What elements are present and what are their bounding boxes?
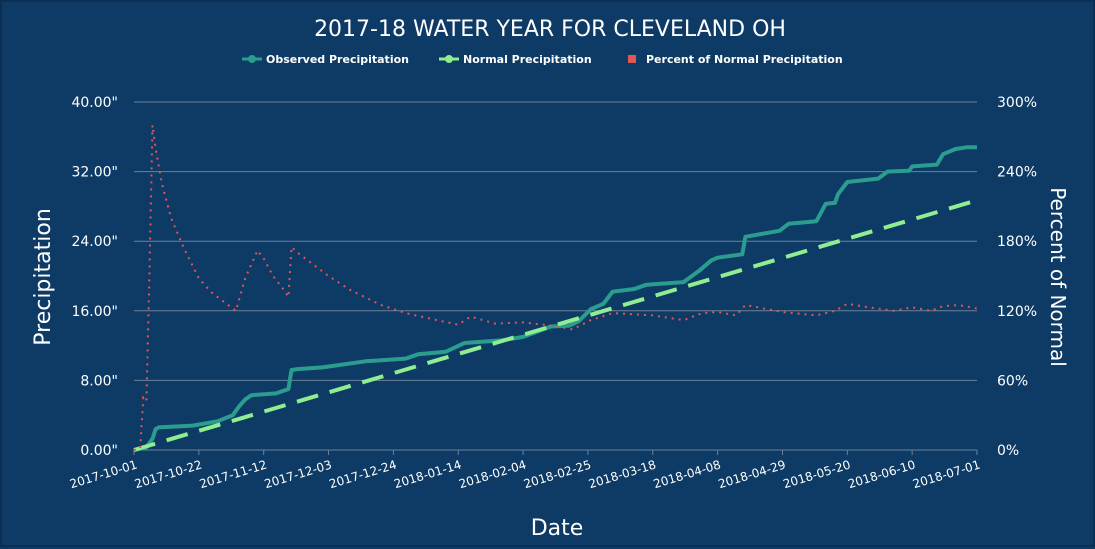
y-tick-label: 0.00" [80, 443, 118, 459]
y-tick-label: 8.00" [80, 373, 118, 389]
legend-label: Observed Precipitation [266, 53, 409, 66]
y-tick-label: 24.00" [71, 234, 118, 250]
x-tick-label: 2017-11-12 [198, 457, 269, 491]
y-tick-label: 32.00" [71, 165, 118, 181]
percent-of-normal-line [133, 125, 978, 451]
y2-tick-label: 0% [997, 443, 1019, 459]
y2-tick-label: 240% [997, 165, 1037, 181]
x-tick-label: 2018-02-25 [522, 457, 593, 491]
x-tick-label: 2017-10-01 [68, 457, 139, 491]
y2-tick-label: 300% [997, 95, 1037, 111]
chart-title: 2017-18 WATER YEAR FOR CLEVELAND OH [314, 17, 786, 42]
legend-label: Normal Precipitation [463, 53, 592, 66]
x-tick-label: 2018-06-10 [846, 457, 917, 491]
observed-precipitation-line [133, 145, 977, 452]
series-layer [133, 125, 978, 452]
percent-legend-icon [628, 55, 636, 63]
x-tick-label: 2018-04-29 [717, 457, 788, 491]
grid-layer [133, 101, 978, 455]
y-tick-label: 40.00" [71, 95, 118, 111]
normal-precipitation-line [133, 198, 978, 452]
x-tick-label: 2017-12-03 [263, 457, 334, 491]
x-tick-label: 2018-02-04 [457, 457, 528, 491]
x-tick-label: 2018-07-01 [911, 457, 982, 491]
x-tick-label: 2018-04-08 [652, 457, 723, 491]
y2-axis-label: Percent of Normal [1046, 187, 1070, 367]
x-tick-label: 2018-01-14 [392, 457, 463, 491]
y2-tick-label: 60% [997, 373, 1028, 389]
y2-tick-label: 180% [997, 234, 1037, 250]
x-axis-label: Date [531, 516, 584, 541]
observed-legend-icon-dot [248, 55, 256, 63]
y2-tick-label: 120% [997, 304, 1037, 320]
y-axis-label: Precipitation [31, 208, 56, 346]
x-tick-label: 2018-05-20 [781, 457, 852, 491]
x-tick-label: 2017-10-22 [133, 457, 204, 491]
axis-layer: 0.00" 0% 8.00" 60% 16.00" 120% 24.00" 180% 32.00… [68, 95, 1037, 491]
x-tick-label: 2018-03-18 [587, 457, 658, 491]
legend: Observed Precipitation Normal Precipitati… [242, 53, 843, 66]
x-tick-label: 2017-12-24 [327, 457, 398, 491]
normal-legend-icon-dot [445, 55, 453, 63]
legend-label: Percent of Normal Precipitation [646, 53, 843, 66]
y-tick-label: 16.00" [71, 304, 118, 320]
